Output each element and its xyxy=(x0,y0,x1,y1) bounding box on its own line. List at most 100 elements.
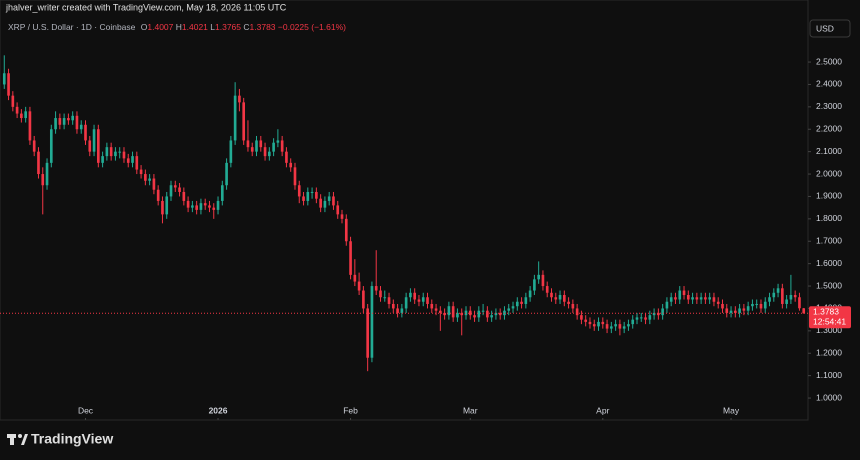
candle-body xyxy=(319,198,322,208)
candle-body xyxy=(250,147,254,152)
candle-body xyxy=(362,290,365,309)
candle-body xyxy=(695,297,699,300)
candle-body xyxy=(592,324,596,327)
candle-body xyxy=(7,73,10,96)
candle-body xyxy=(789,295,793,300)
candle-body xyxy=(387,297,391,304)
candle-body xyxy=(272,142,275,152)
candle-body xyxy=(323,200,327,208)
candle-body xyxy=(54,118,57,130)
y-tick-label: 1.3000 xyxy=(816,325,842,335)
change-percent: (−1.61%) xyxy=(311,22,346,32)
x-tick-label: Apr xyxy=(596,405,609,415)
x-tick-label: 2026 xyxy=(209,405,228,415)
candle-body xyxy=(507,308,511,311)
candle-body xyxy=(657,312,660,316)
candle-body xyxy=(396,308,399,313)
candle-body xyxy=(468,310,472,316)
ohlc-label: H xyxy=(176,22,182,32)
candle-body xyxy=(336,205,340,215)
candle-body xyxy=(473,315,476,318)
candle-body xyxy=(721,303,724,309)
candle-body xyxy=(674,297,677,300)
candle-body xyxy=(678,290,682,300)
candle-body xyxy=(759,303,763,309)
candle-body xyxy=(88,140,92,152)
candle-body xyxy=(682,290,686,296)
candle-body xyxy=(443,312,446,316)
open-value: 1.4007 xyxy=(147,22,173,32)
candle-body xyxy=(610,326,613,329)
y-tick-label: 2.4000 xyxy=(816,79,842,89)
candle-body xyxy=(310,191,314,193)
candle-body xyxy=(652,312,656,316)
ohlc-label: O xyxy=(141,22,148,32)
candle-body xyxy=(169,185,173,197)
candle-body xyxy=(263,147,267,157)
candle-body xyxy=(627,324,630,327)
logo-shape xyxy=(21,434,28,445)
candle-body xyxy=(486,310,489,318)
candle-body xyxy=(430,303,434,309)
candle-body xyxy=(597,321,600,327)
candle-body xyxy=(481,310,485,312)
candle-body xyxy=(20,113,23,119)
candle-body xyxy=(580,315,583,320)
candle-body xyxy=(131,156,134,163)
x-tick-label: May xyxy=(723,405,740,415)
candle-body xyxy=(327,196,331,201)
currency[interactable]: USD xyxy=(816,23,834,33)
candle-body xyxy=(533,279,536,291)
candle-body xyxy=(588,321,592,325)
candle-body xyxy=(434,308,438,311)
candle-body xyxy=(648,315,652,320)
change: −0.0225 xyxy=(278,22,309,32)
candle-body xyxy=(79,124,83,130)
candle-body xyxy=(58,118,62,125)
credit: jhalver_writer created with TradingView.… xyxy=(5,2,287,12)
candle-body xyxy=(545,286,549,293)
candle-body xyxy=(550,292,553,298)
candle-body xyxy=(84,124,87,141)
currency-button[interactable] xyxy=(809,19,851,38)
y-tick-label: 2.1000 xyxy=(816,146,842,156)
x-tick-label: Feb xyxy=(343,405,358,415)
y-tick-label: 2.2000 xyxy=(816,123,842,133)
x-tick-label: Mar xyxy=(463,405,478,415)
y-tick-label: 2.5000 xyxy=(816,56,842,66)
candle-body xyxy=(105,147,109,157)
candle-body xyxy=(515,301,519,307)
candle-body xyxy=(370,286,374,358)
candles xyxy=(2,55,806,372)
candle-body xyxy=(567,301,570,304)
y-tick-label: 1.2000 xyxy=(816,347,842,357)
candle-body xyxy=(246,140,250,148)
candle-body xyxy=(558,295,562,300)
candle-body xyxy=(126,158,130,163)
candle-body xyxy=(738,308,741,313)
candle-body xyxy=(109,147,113,157)
candle-body xyxy=(152,178,156,190)
candle-body xyxy=(447,306,451,316)
candle-body xyxy=(691,297,694,300)
brand-logo: TradingView xyxy=(7,431,113,447)
logo-shape xyxy=(10,434,14,445)
candle-body xyxy=(451,306,455,318)
last-price-box xyxy=(809,306,851,329)
candle-body xyxy=(798,297,801,309)
candle-body xyxy=(315,191,318,199)
candle-body xyxy=(118,151,122,153)
candle-body xyxy=(776,288,780,293)
candle-body xyxy=(135,156,139,170)
candle-body xyxy=(156,189,160,201)
candle-body xyxy=(404,297,408,309)
candle-body xyxy=(541,274,545,287)
candle-body xyxy=(41,174,45,186)
candle-body xyxy=(302,196,305,201)
candle-body xyxy=(173,185,177,188)
y-tick-label: 1.7000 xyxy=(816,235,842,245)
candle-body xyxy=(229,140,233,163)
y-tick-label: 1.9000 xyxy=(816,191,842,201)
candle-body xyxy=(477,310,481,318)
